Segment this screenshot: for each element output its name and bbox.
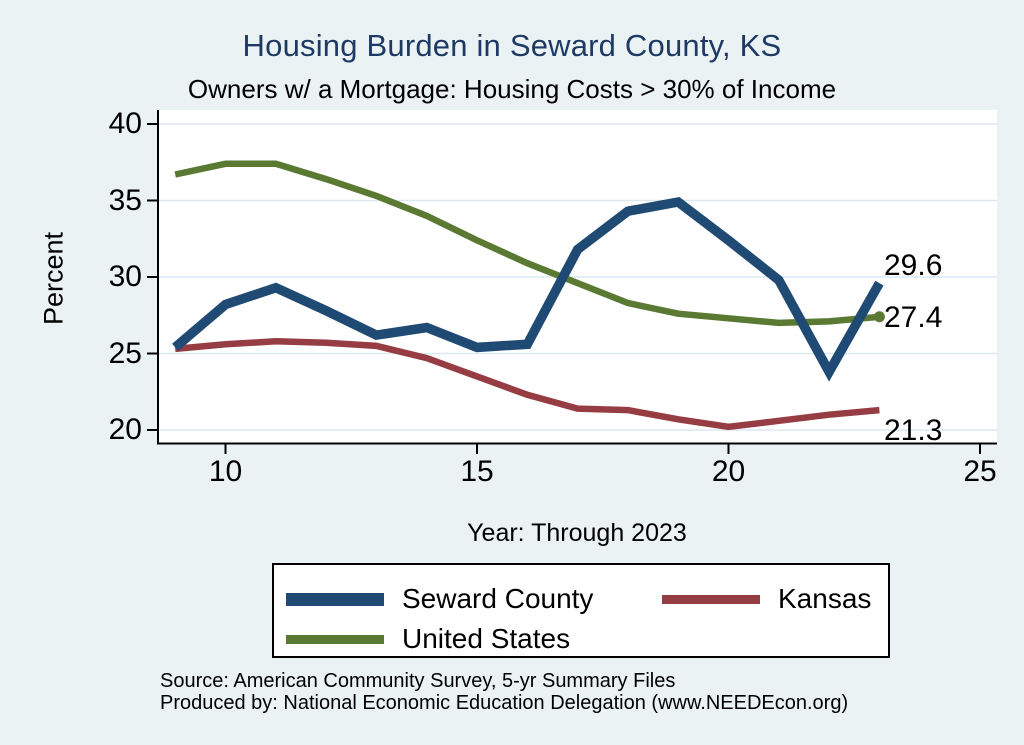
y-tick-label-20: 20 xyxy=(108,413,142,446)
end-label-united-states: 27.4 xyxy=(884,300,943,334)
legend-item-kansas: Kansas xyxy=(662,583,872,614)
legend-label-united-states: United States xyxy=(402,623,571,654)
legend-item-seward-county: Seward County xyxy=(286,583,594,614)
legend: Seward County Kansas United States xyxy=(272,563,890,658)
y-tick-label-40: 40 xyxy=(108,107,142,140)
legend-label-kansas: Kansas xyxy=(778,583,872,614)
chart-title: Housing Burden in Seward County, KS xyxy=(242,28,782,63)
x-tick-label-25: 25 xyxy=(963,455,997,488)
chart-subtitle: Owners w/ a Mortgage: Housing Costs > 30… xyxy=(187,74,837,104)
legend-swatch-united-states xyxy=(286,634,384,644)
source-line-2: Produced by: National Economic Education… xyxy=(160,691,849,714)
end-label-kansas: 21.3 xyxy=(884,414,943,448)
line-seward-county xyxy=(172,196,884,382)
legend-item-united-states: United States xyxy=(286,623,571,654)
axes xyxy=(157,110,997,445)
legend-label-seward-county: Seward County xyxy=(402,583,594,614)
legend-swatch-kansas xyxy=(662,594,760,604)
source-line-1: Source: American Community Survey, 5-yr … xyxy=(160,670,676,692)
line-kansas xyxy=(174,338,880,431)
x-tick-label-15: 15 xyxy=(460,455,494,488)
source-note: Source: American Community Survey, 5-yr … xyxy=(160,670,849,714)
y-tick-label-30: 30 xyxy=(108,260,142,293)
end-label-seward-county: 29.6 xyxy=(884,249,943,283)
legend-swatch-seward-county xyxy=(286,592,384,606)
line-united-states xyxy=(174,160,880,327)
x-tick-label-10: 10 xyxy=(208,455,243,488)
x-axis-title: Year: Through 2023 xyxy=(467,519,687,547)
y-tick-label-35: 35 xyxy=(108,183,142,217)
y-tick-label-25: 25 xyxy=(108,336,142,370)
end-marker-united-states xyxy=(873,311,885,323)
x-tick-label-20: 20 xyxy=(711,455,746,488)
